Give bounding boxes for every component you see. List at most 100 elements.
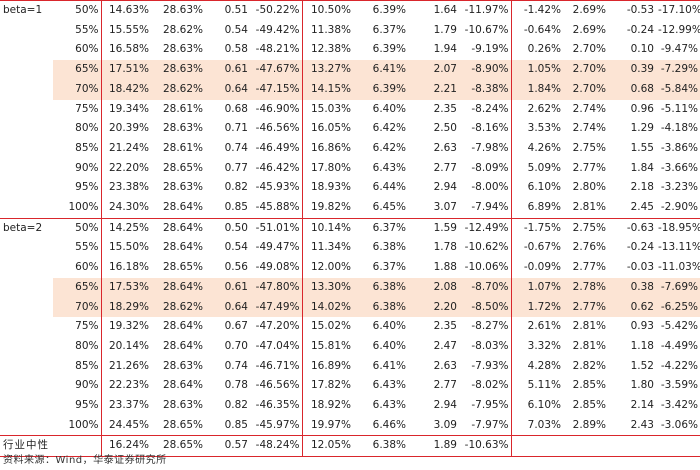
- value-cell: -46.56%: [250, 376, 303, 397]
- value-cell: 28.61%: [162, 141, 203, 154]
- value-cell: 17.82%: [310, 379, 351, 392]
- value-cell: 6.41%: [372, 359, 406, 372]
- quantile-cell: 95%: [53, 178, 102, 199]
- value-cell: 2.21: [408, 79, 459, 100]
- value-cell: 1.59: [408, 217, 459, 239]
- quantile-cell: 60%: [53, 40, 102, 61]
- quantile-cell: 65%: [53, 277, 102, 298]
- value-cell: 22.23%: [108, 379, 149, 392]
- value-cell: 14.15%: [302, 79, 353, 100]
- value-cell: 13.30%: [302, 277, 353, 298]
- group-label-cell: [0, 178, 53, 198]
- value-cell: -9.19%: [459, 40, 512, 61]
- value-cell: 0.78: [224, 379, 248, 392]
- value-cell: 2.82%: [572, 359, 606, 372]
- value-cell: 19.32%: [108, 320, 149, 333]
- value-cell: -12.49%: [459, 217, 512, 239]
- value-cell: 0.58: [224, 43, 248, 56]
- value-cell: 6.39%: [353, 79, 408, 100]
- value-cell: 0.62: [608, 297, 656, 318]
- value-cell: 12.00%: [310, 261, 351, 274]
- value-cell: 28.65%: [162, 161, 203, 174]
- value-cell: -9.47%: [660, 43, 698, 56]
- table-row: 60% 16.18% 28.65% 0.56 -49.08% 12.00% 6.37% 1.8…: [0, 258, 700, 278]
- value-cell: -50.22%: [250, 0, 303, 21]
- group-label-cell: [0, 416, 53, 436]
- value-cell: 15.50%: [108, 241, 149, 254]
- value-cell: 17.80%: [310, 161, 351, 174]
- value-cell: 2.77%: [563, 297, 608, 318]
- table-row: 80% 20.39% 28.63% 0.71 -46.56% 16.05% 6.42% 2.5…: [0, 119, 700, 139]
- value-cell: 6.39%: [353, 0, 408, 21]
- value-cell: -8.27%: [459, 317, 512, 337]
- summary-row: 行业中性 16.24% 28.65% 0.57 -48.24% 12.05% 6.38% 1.…: [0, 435, 700, 458]
- value-cell: 28.65%: [162, 418, 203, 431]
- table-row: 100% 24.30% 28.64% 0.85 -45.88% 19.82% 6.45% 3.…: [0, 198, 700, 219]
- value-cell: 2.74%: [572, 122, 606, 135]
- group-label-cell: [0, 40, 53, 60]
- value-cell: -47.15%: [250, 79, 303, 100]
- value-cell: 2.69%: [572, 23, 606, 36]
- value-cell: 2.43: [630, 418, 654, 431]
- value-cell: 2.70%: [572, 43, 606, 56]
- value-cell: 10.50%: [302, 0, 353, 21]
- value-cell: -7.95%: [459, 396, 512, 416]
- value-cell: 6.42%: [372, 122, 406, 135]
- value-cell: 1.52: [630, 359, 654, 372]
- value-cell: -4.49%: [660, 339, 698, 352]
- value-cell: 2.77%: [572, 161, 606, 174]
- group-label-cell: [0, 100, 53, 120]
- value-cell: 1.72%: [511, 297, 563, 318]
- value-cell: 6.46%: [372, 418, 406, 431]
- value-cell: -7.29%: [656, 60, 700, 80]
- value-cell: 2.75%: [563, 217, 608, 239]
- group-label-cell: [0, 80, 53, 100]
- value-cell: -3.59%: [660, 379, 698, 392]
- table-row: 55% 15.55% 28.62% 0.54 -49.42% 11.38% 6.37% 1.7…: [0, 20, 700, 41]
- value-cell: 2.76%: [572, 241, 606, 254]
- value-cell: 28.63%: [151, 60, 205, 80]
- quantile-cell: 65%: [53, 60, 102, 80]
- value-cell: -5.42%: [660, 320, 698, 333]
- value-cell: 0.71: [224, 122, 248, 135]
- value-cell: 14.02%: [302, 297, 353, 318]
- value-cell: -8.02%: [459, 376, 512, 397]
- summary-value-cell: 28.65%: [151, 435, 205, 458]
- value-cell: -4.18%: [660, 122, 698, 135]
- value-cell: -7.69%: [656, 277, 700, 298]
- value-cell: 6.44%: [372, 181, 406, 194]
- value-cell: 6.38%: [353, 297, 408, 318]
- value-cell: 6.40%: [372, 339, 406, 352]
- group-label-cell: [0, 159, 53, 179]
- value-cell: 2.74%: [572, 102, 606, 115]
- value-cell: 16.89%: [310, 359, 351, 372]
- value-cell: 2.08: [408, 277, 459, 298]
- value-cell: 2.50: [433, 122, 457, 135]
- summary-value-cell: 1.89: [408, 435, 459, 458]
- value-cell: 0.39: [608, 60, 656, 80]
- value-cell: 1.64: [408, 0, 459, 21]
- value-cell: -4.22%: [660, 359, 698, 372]
- value-cell: 28.64%: [162, 379, 203, 392]
- value-cell: -8.03%: [459, 336, 512, 357]
- value-cell: 0.74: [224, 359, 248, 372]
- value-cell: 18.93%: [310, 181, 351, 194]
- value-cell: 28.63%: [162, 181, 203, 194]
- value-cell: -3.06%: [660, 418, 698, 431]
- value-cell: 0.26%: [527, 43, 561, 56]
- value-cell: 28.62%: [151, 297, 205, 318]
- value-cell: 19.34%: [108, 102, 149, 115]
- value-cell: 3.07: [433, 201, 457, 214]
- value-cell: 1.78: [433, 241, 457, 254]
- value-cell: 18.42%: [101, 79, 151, 100]
- group-label-cell: [0, 198, 53, 218]
- value-cell: -8.09%: [459, 158, 512, 179]
- value-cell: -8.50%: [459, 297, 512, 318]
- value-cell: 0.85: [224, 418, 248, 431]
- value-cell: 14.25%: [101, 217, 151, 239]
- value-cell: 15.81%: [310, 339, 351, 352]
- value-cell: 16.86%: [310, 141, 351, 154]
- value-cell: 28.63%: [162, 399, 203, 412]
- value-cell: -13.11%: [658, 241, 700, 254]
- value-cell: 17.53%: [101, 277, 151, 298]
